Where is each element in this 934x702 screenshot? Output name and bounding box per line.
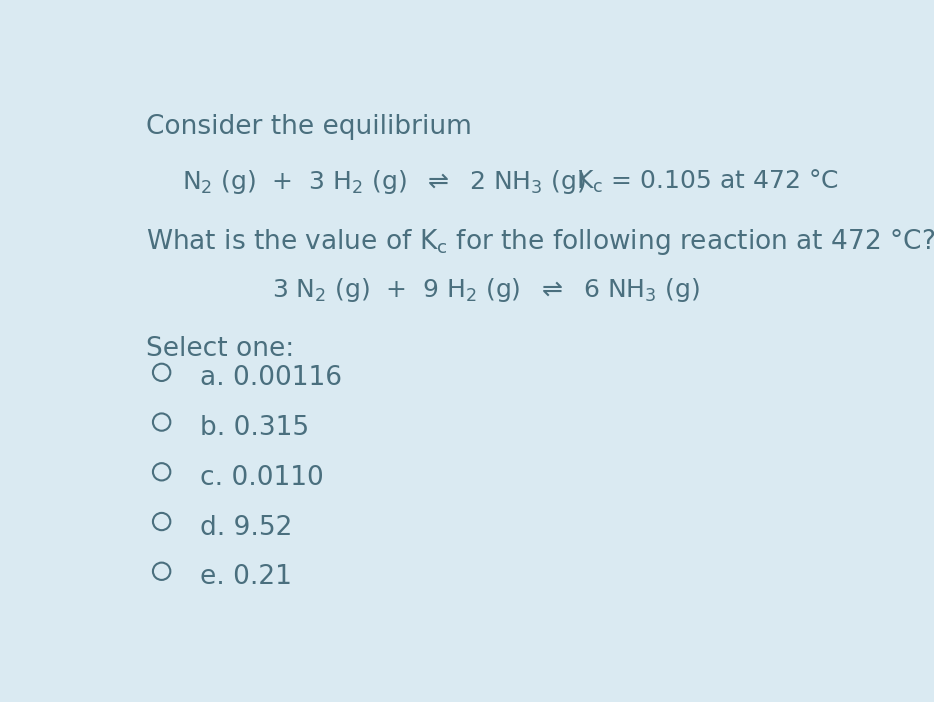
Text: b. 0.315: b. 0.315	[200, 415, 309, 441]
Text: a. 0.00116: a. 0.00116	[200, 365, 342, 391]
Text: $\mathregular{K_c}$ = 0.105 at 472 °C: $\mathregular{K_c}$ = 0.105 at 472 °C	[576, 168, 839, 195]
Text: What is the value of $\mathregular{K_c}$ for the following reaction at 472 °C?: What is the value of $\mathregular{K_c}$…	[146, 227, 934, 258]
Text: e. 0.21: e. 0.21	[200, 564, 291, 590]
Text: d. 9.52: d. 9.52	[200, 515, 292, 541]
Text: Select one:: Select one:	[146, 336, 294, 362]
Text: c. 0.0110: c. 0.0110	[200, 465, 324, 491]
Text: Consider the equilibrium: Consider the equilibrium	[146, 114, 472, 140]
Text: $\mathregular{N_2}$ (g)  +  3 $\mathregular{H_2}$ (g)  $\rightleftharpoons$  2 $: $\mathregular{N_2}$ (g) + 3 $\mathregula…	[182, 168, 586, 196]
Text: 3 $\mathregular{N_2}$ (g)  +  9 $\mathregular{H_2}$ (g)  $\rightleftharpoons$  6: 3 $\mathregular{N_2}$ (g) + 9 $\mathregu…	[273, 276, 700, 304]
